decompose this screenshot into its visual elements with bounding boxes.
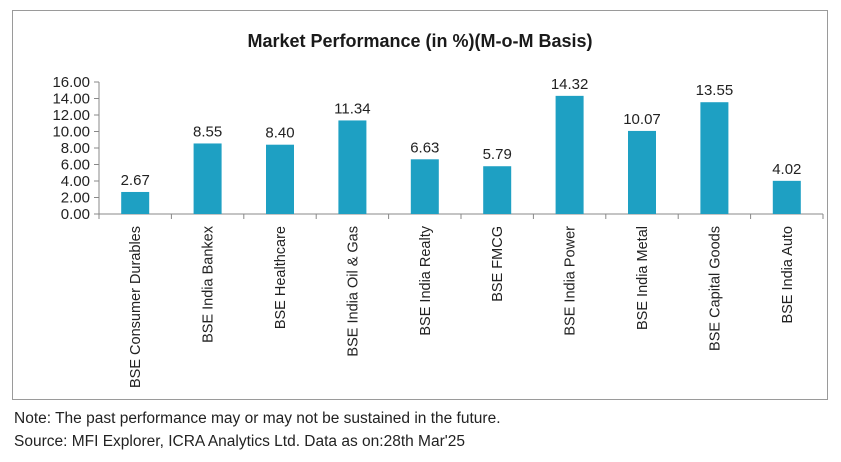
y-tick-label: 16.00: [52, 74, 90, 91]
chart-frame: Market Performance (in %)(M-o-M Basis) 0…: [12, 10, 828, 400]
bar: [121, 191, 150, 214]
category-label: BSE Capital Goods: [707, 226, 723, 351]
y-tick-label: 12.00: [52, 107, 90, 124]
data-label: 2.67: [121, 172, 150, 189]
bar: [338, 120, 367, 214]
data-label: 8.40: [265, 125, 294, 142]
y-tick-label: 6.00: [61, 157, 90, 174]
data-label: 5.79: [483, 146, 512, 163]
category-label: BSE India Bankex: [201, 225, 217, 343]
source-text: Source: MFI Explorer, ICRA Analytics Ltd…: [14, 433, 465, 450]
data-label: 11.34: [334, 100, 370, 117]
category-label: BSE India Auto: [780, 226, 796, 324]
bar: [483, 166, 512, 214]
note-text: Note: The past performance may or may no…: [14, 410, 501, 427]
bar: [700, 102, 729, 214]
category-label: BSE Consumer Durables: [128, 226, 144, 388]
category-label: BSE India Power: [563, 226, 579, 336]
y-tick-label: 0.00: [61, 206, 90, 223]
bar: [193, 143, 222, 214]
data-label: 13.55: [696, 82, 734, 99]
chart-title: Market Performance (in %)(M-o-M Basis): [247, 31, 593, 51]
y-tick-label: 4.00: [61, 173, 90, 190]
y-tick-label: 14.00: [52, 91, 90, 108]
category-label: BSE India Realty: [418, 225, 434, 335]
category-label: BSE FMCG: [490, 226, 506, 302]
data-label: 14.32: [551, 76, 589, 93]
y-tick-label: 10.00: [52, 124, 90, 141]
bar: [266, 144, 294, 214]
bar: [410, 159, 439, 214]
bar-chart: 0.002.004.006.008.0010.0012.0014.0016.00…: [52, 74, 824, 388]
category-label: BSE Healthcare: [273, 226, 289, 329]
data-label: 4.02: [772, 161, 801, 178]
bar: [628, 130, 656, 214]
bar: [772, 180, 801, 214]
y-tick-label: 8.00: [61, 140, 90, 157]
data-label: 6.63: [410, 139, 439, 156]
data-label: 8.55: [193, 123, 222, 140]
bar: [555, 95, 584, 214]
y-tick-label: 2.00: [61, 190, 90, 207]
data-label: 10.07: [623, 111, 661, 128]
category-label: BSE India Oil & Gas: [345, 226, 361, 357]
category-label: BSE India Metal: [635, 226, 651, 330]
